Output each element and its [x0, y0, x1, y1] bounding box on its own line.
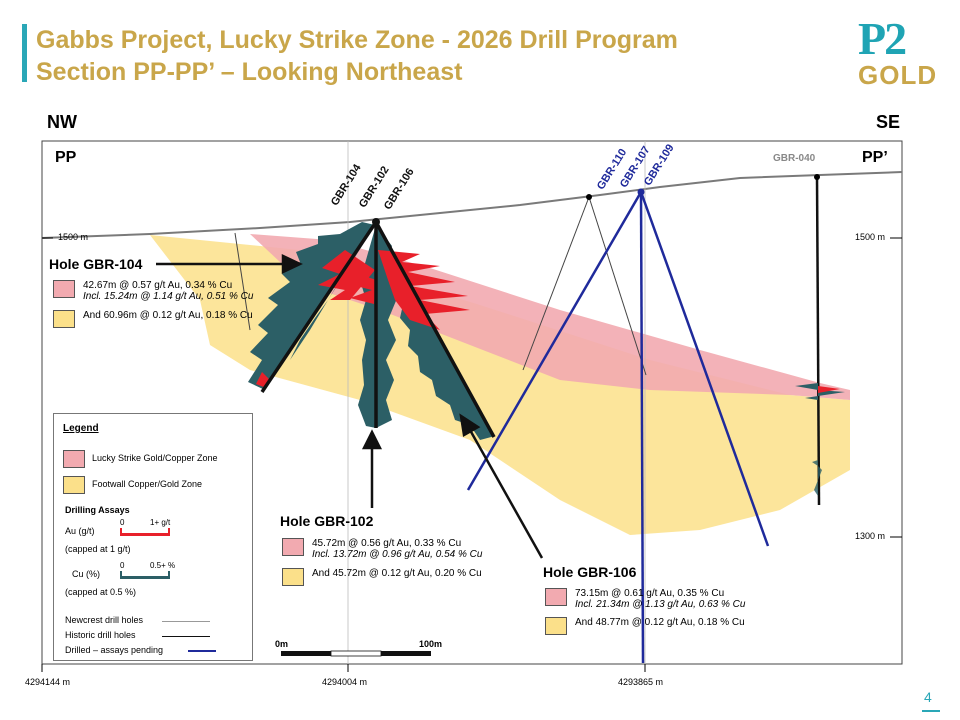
- legend-au-min: 0: [120, 518, 125, 527]
- legend-au-bar: [120, 533, 170, 536]
- callout-label-gbr102: Hole GBR-102: [280, 513, 374, 529]
- legend-pending-label: Drilled – assays pending: [65, 645, 164, 655]
- footwall-zone: [150, 235, 850, 535]
- page-title: Gabbs Project, Lucky Strike Zone - 2026 …: [36, 26, 678, 54]
- legend-cu-bar-tick: [168, 571, 170, 579]
- topography-line: [41, 171, 903, 239]
- legend-au-cap: (capped at 1 g/t): [65, 544, 131, 554]
- historic-hole-2: [522, 196, 590, 371]
- legend-cu-bar-tick: [120, 571, 122, 579]
- legend-lucky-strike-label: Lucky Strike Gold/Copper Zone: [92, 453, 218, 463]
- callout-arrow-gbr104: [156, 254, 303, 274]
- elev-label-right-1300: 1300 m: [855, 531, 886, 541]
- callout-gbr106-main: 73.15m @ 0.61 g/t Au, 0.35 % Cu Incl. 21…: [545, 588, 745, 610]
- callout-label-gbr106: Hole GBR-106: [543, 564, 637, 580]
- legend-au-label: Au (g/t): [65, 526, 95, 536]
- hole-label-gbr040: GBR-040: [773, 153, 816, 164]
- direction-nw: NW: [47, 112, 77, 132]
- swatch-yellow: [282, 568, 304, 586]
- swatch-red: [545, 588, 567, 606]
- legend-swatch-footwall: [63, 476, 85, 494]
- pending-collar: [637, 188, 645, 196]
- swatch-yellow: [53, 310, 75, 328]
- elev-label-left-1500: 1500 m: [58, 232, 89, 242]
- scale-bar: [281, 650, 431, 657]
- hole-gbr109-trace: [639, 191, 770, 547]
- gbr040-assays: [795, 383, 845, 496]
- legend-au-max: 1+ g/t: [150, 518, 171, 527]
- gbr040-collar: [814, 174, 820, 180]
- page-number-rule: [922, 710, 940, 712]
- legend-historic-line: [162, 636, 210, 637]
- legend-au-bar-tick: [120, 528, 122, 536]
- callout-arrow-gbr106: [459, 413, 544, 559]
- assay-and-line: And 60.96m @ 0.12 g/t Au, 0.18 % Cu: [83, 310, 253, 321]
- swatch-red: [53, 280, 75, 298]
- legend-swatch-lucky-strike: [63, 450, 85, 468]
- legend-cu-max: 0.5+ %: [150, 561, 176, 570]
- legend-pending-line: [188, 650, 216, 652]
- callout-label-gbr104: Hole GBR-104: [49, 256, 143, 272]
- newcrest-collar: [372, 218, 380, 226]
- logo-gold-text: GOLD: [858, 60, 938, 90]
- elev-label-right-1500: 1500 m: [855, 232, 886, 242]
- title-accent-bar: [22, 24, 27, 82]
- callout-gbr104-and: And 60.96m @ 0.12 g/t Au, 0.18 % Cu: [53, 310, 253, 328]
- legend-box: Legend Lucky Strike Gold/Copper Zone Foo…: [53, 413, 253, 661]
- assay-line: 45.72m @ 0.56 g/t Au, 0.33 % Cu: [312, 538, 462, 549]
- logo-p2-text: P2: [858, 13, 907, 64]
- coord-label-3: 4293865 m: [618, 677, 664, 687]
- callout-gbr104-main: 42.67m @ 0.57 g/t Au, 0.34 % Cu Incl. 15…: [53, 280, 253, 302]
- hole-gbr104-trace: [260, 221, 378, 393]
- hole-gbr110-trace: [466, 191, 643, 491]
- assay-incl-line: Incl. 15.24m @ 1.14 g/t Au, 0.51 % Cu: [83, 291, 254, 302]
- coord-label-1: 4294144 m: [25, 677, 71, 687]
- legend-cu-label: Cu (%): [72, 569, 101, 579]
- legend-newcrest-label: Newcrest drill holes: [65, 615, 144, 625]
- assay-incl-line: Incl. 13.72m @ 0.96 g/t Au, 0.54 % Cu: [312, 549, 483, 560]
- legend-cu-bar: [120, 576, 170, 579]
- historic-hole-3: [588, 196, 647, 376]
- page-subtitle: Section PP-PP’ – Looking Northeast: [36, 58, 463, 86]
- hole-gbr107-trace: [639, 191, 645, 664]
- historic-collar: [586, 194, 592, 200]
- legend-title: Legend: [63, 423, 99, 434]
- legend-footwall-label: Footwall Copper/Gold Zone: [92, 479, 203, 489]
- hole-gbr106-trace: [374, 221, 496, 438]
- historic-hole-1: [234, 232, 251, 331]
- assay-and-line: And 48.77m @ 0.12 g/t Au, 0.18 % Cu: [575, 617, 745, 628]
- assay-and-line: And 45.72m @ 0.12 g/t Au, 0.20 % Cu: [312, 568, 482, 579]
- legend-cu-min: 0: [120, 561, 125, 570]
- legend-historic-label: Historic drill holes: [65, 630, 136, 640]
- hole-gbr040-trace: [815, 176, 821, 506]
- legend-assays-title: Drilling Assays: [65, 505, 130, 515]
- section-label-pp-prime: PP’: [862, 149, 888, 166]
- assay-line: 73.15m @ 0.61 g/t Au, 0.35 % Cu: [575, 588, 725, 599]
- assay-line: 42.67m @ 0.57 g/t Au, 0.34 % Cu: [83, 280, 233, 291]
- callout-gbr106-and: And 48.77m @ 0.12 g/t Au, 0.18 % Cu: [545, 617, 745, 635]
- callout-gbr102-and: And 45.72m @ 0.12 g/t Au, 0.20 % Cu: [282, 568, 482, 586]
- legend-cu-cap: (capped at 0.5 %): [65, 587, 137, 597]
- section-frame: [41, 140, 903, 665]
- page-number: 4: [924, 689, 932, 705]
- scale-bar-end-label: 100m: [419, 639, 443, 649]
- legend-newcrest-line: [162, 621, 210, 622]
- legend-au-bar-tick: [168, 528, 170, 536]
- callout-arrow-gbr102: [361, 429, 383, 508]
- assay-incl-line: Incl. 21.34m @ 1.13 g/t Au, 0.63 % Cu: [575, 599, 746, 610]
- direction-se: SE: [876, 112, 901, 132]
- swatch-yellow: [545, 617, 567, 635]
- section-label-pp: PP: [55, 149, 77, 166]
- swatch-red: [282, 538, 304, 556]
- callout-gbr102-main: 45.72m @ 0.56 g/t Au, 0.33 % Cu Incl. 13…: [282, 538, 482, 560]
- scale-bar-start-label: 0m: [275, 639, 289, 649]
- coord-label-2: 4294004 m: [322, 677, 368, 687]
